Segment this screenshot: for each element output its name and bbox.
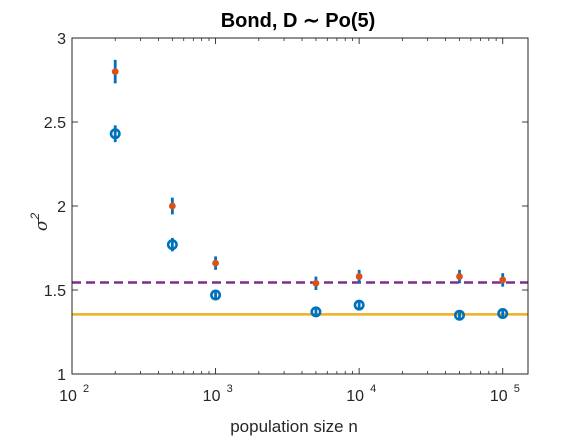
data-point-filled — [456, 273, 463, 280]
y-tick-label: 1.5 — [44, 283, 66, 300]
data-point-filled — [499, 276, 507, 284]
y-axis-label: σ2 — [28, 213, 52, 232]
y-tick-label: 1 — [57, 367, 66, 384]
data-point-filled — [355, 273, 363, 280]
y-axis-label-exponent: 2 — [28, 213, 42, 221]
data-point-filled — [312, 279, 320, 287]
data-point-filled — [212, 259, 219, 267]
data-point-filled — [168, 202, 176, 210]
data-point-open — [109, 128, 121, 140]
series-2 — [109, 125, 509, 321]
plot-area: 10 2 10 3 10 4 10 5 1 1.5 2 2.5 3 — [44, 31, 529, 405]
x-axis-label: population size n — [230, 417, 358, 436]
x-tick-label: 10 — [490, 388, 508, 405]
data-point-open — [166, 239, 178, 251]
y-tick-label: 2 — [57, 199, 66, 216]
x-tick-label: 10 — [346, 388, 364, 405]
plot-frame — [71, 37, 529, 375]
data-point-open — [310, 306, 322, 318]
data-point-open — [353, 299, 365, 311]
chart-title: Bond, D ∼ Po(5) — [221, 10, 376, 32]
data-point-open — [453, 309, 465, 321]
series-1 — [111, 59, 507, 290]
x-tick-label: 10 — [203, 388, 221, 405]
y-tick-label: 3 — [57, 31, 66, 48]
x-tick-exponent: 4 — [370, 383, 376, 395]
x-tick-exponent: 5 — [514, 383, 520, 395]
y-tick-label: 2.5 — [44, 115, 66, 132]
x-tick-exponent: 2 — [83, 383, 89, 395]
x-tick-label: 10 — [59, 388, 77, 405]
y-axis-label-base: σ — [32, 219, 52, 231]
x-tick-exponent: 3 — [227, 383, 233, 395]
data-point-open — [497, 308, 509, 320]
data-point-open — [210, 289, 222, 301]
data-point-filled — [111, 68, 119, 75]
plot-background — [72, 38, 528, 374]
